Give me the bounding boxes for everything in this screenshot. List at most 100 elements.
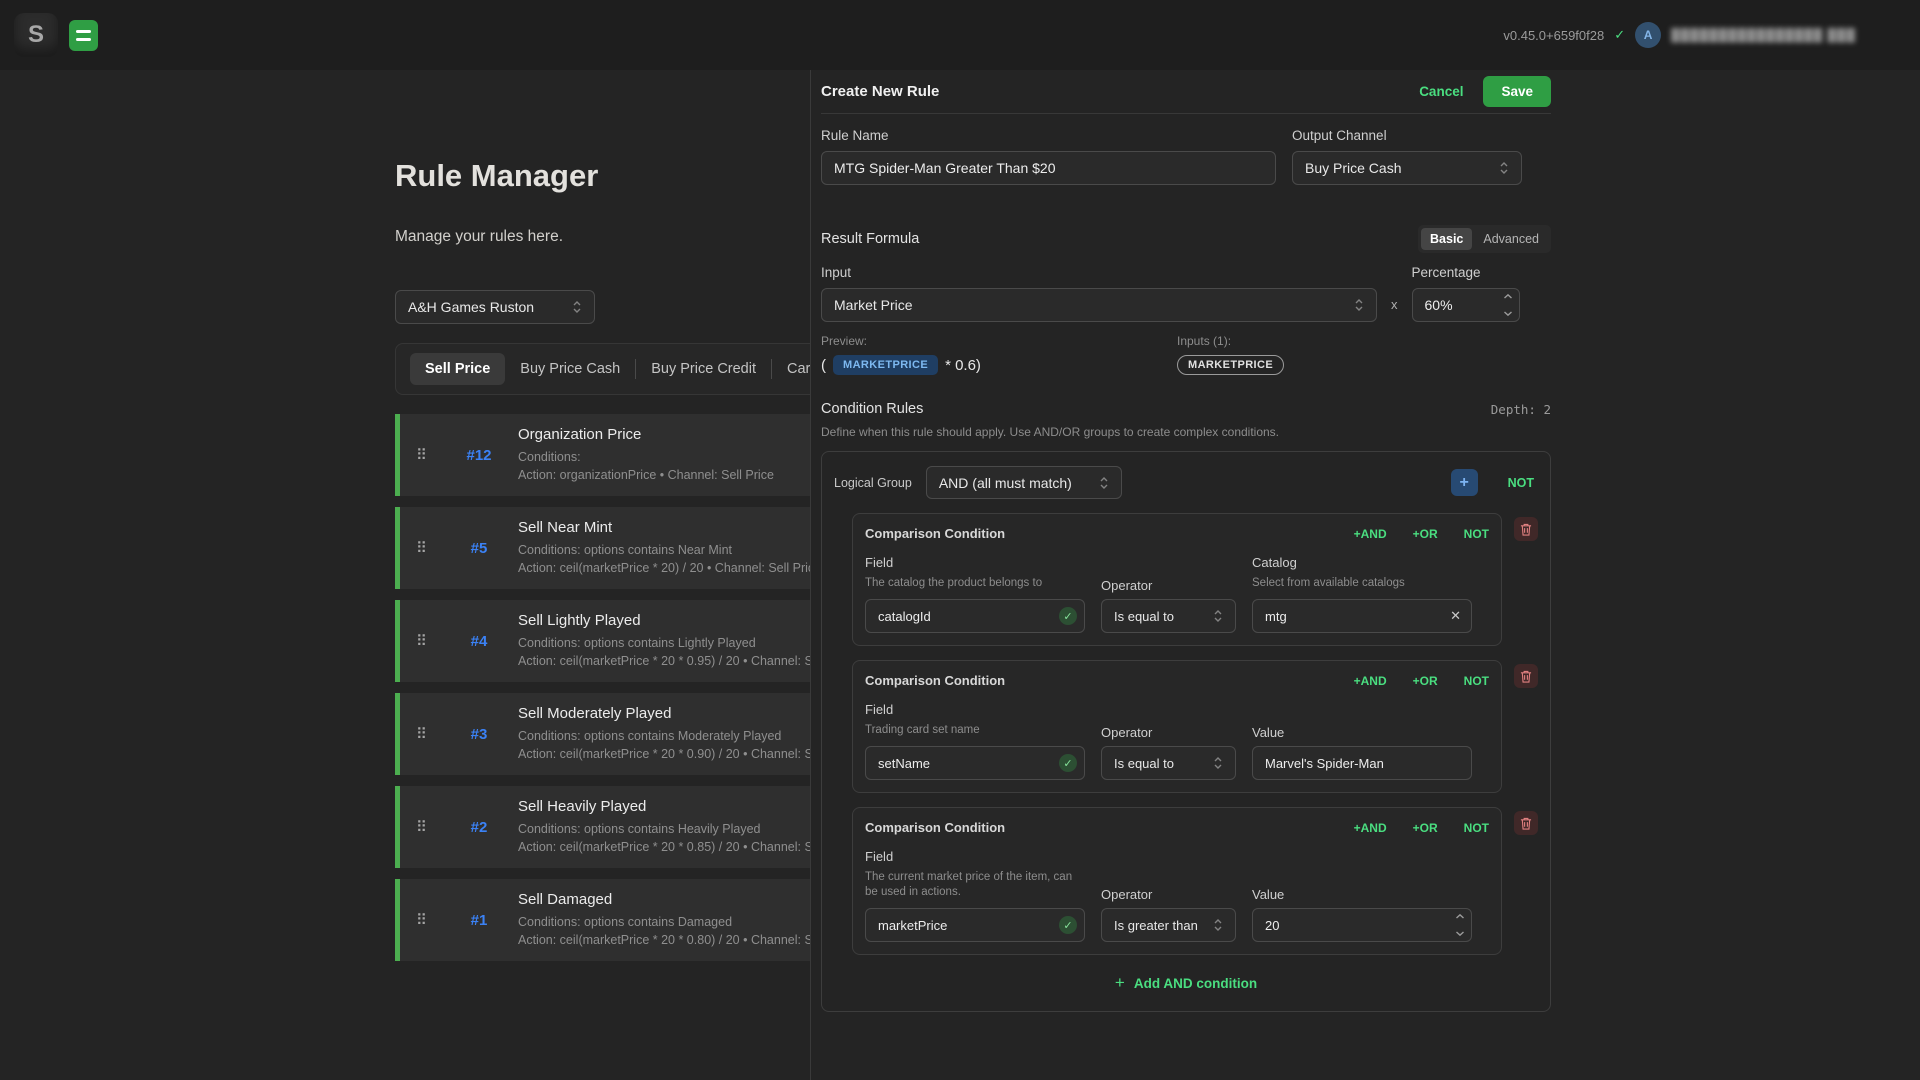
field-input[interactable] (865, 908, 1085, 942)
tab-sell-price[interactable]: Sell Price (410, 353, 505, 385)
output-channel-label: Output Channel (1292, 128, 1522, 143)
field-valid-check-icon: ✓ (1059, 754, 1077, 772)
rule-conditions: Conditions: options contains Heavily Pla… (518, 820, 810, 838)
delete-condition-button[interactable] (1514, 811, 1538, 835)
panel-title: Create New Rule (821, 83, 939, 100)
drag-handle-icon[interactable]: ⠿ (416, 911, 430, 929)
avatar[interactable]: A (1635, 22, 1661, 48)
catalog-help: Select from available catalogs (1252, 576, 1472, 591)
add-condition-button[interactable]: + (1451, 469, 1478, 496)
add-and-link[interactable]: +AND (1354, 527, 1387, 541)
chevron-updown-icon (1213, 608, 1223, 624)
add-and-link[interactable]: +AND (1354, 674, 1387, 688)
tab-card-trader-price[interactable]: Card Trader Price (772, 353, 810, 385)
rule-number: #3 (456, 726, 502, 743)
not-toggle[interactable]: NOT (1464, 527, 1489, 541)
chevron-up-icon (1503, 293, 1513, 300)
rule-card[interactable]: ⠿ #1 Sell Damaged Conditions: options co… (395, 879, 810, 961)
organization-select[interactable]: A&H Games Ruston (395, 290, 595, 324)
condition-rules-description: Define when this rule should apply. Use … (821, 425, 1551, 439)
trash-icon (1520, 816, 1532, 831)
rule-title: Sell Near Mint (518, 519, 810, 536)
logical-group-value: AND (all must match) (939, 475, 1072, 491)
not-toggle[interactable]: NOT (1464, 674, 1489, 688)
rule-number: #2 (456, 819, 502, 836)
formula-input-select[interactable]: Market Price (821, 288, 1377, 322)
delete-condition-button[interactable] (1514, 664, 1538, 688)
multiply-symbol: x (1391, 297, 1398, 322)
clear-icon[interactable]: ✕ (1450, 608, 1461, 624)
drag-handle-icon[interactable]: ⠿ (416, 446, 430, 464)
percentage-label: Percentage (1412, 265, 1520, 280)
operator-label: Operator (1101, 725, 1236, 740)
percentage-stepper[interactable] (1412, 288, 1520, 322)
user-email-redacted[interactable]: ████████████████ ███ (1671, 28, 1856, 42)
app-logo: S (14, 13, 58, 57)
rule-name-input[interactable] (821, 151, 1276, 185)
tab-buy-price-credit[interactable]: Buy Price Credit (636, 353, 771, 385)
operator-select[interactable]: Is equal to (1101, 746, 1236, 780)
rule-conditions: Conditions: options contains Near Mint (518, 541, 810, 559)
operator-select[interactable]: Is equal to (1101, 599, 1236, 633)
add-or-link[interactable]: +OR (1413, 527, 1438, 541)
topbar: S v0.45.0+659f0f28 ✓ A ████████████████ … (0, 0, 1920, 70)
catalog-input[interactable] (1252, 599, 1472, 633)
drag-handle-icon[interactable]: ⠿ (416, 725, 430, 743)
catalog-label: Catalog (1252, 555, 1472, 570)
rule-card[interactable]: ⠿ #12 Organization Price Conditions: Act… (395, 414, 810, 496)
drag-handle-icon[interactable]: ⠿ (416, 539, 430, 557)
rule-manager-panel: Rule Manager Manage your rules here. A&H… (0, 70, 810, 1080)
condition-title: Comparison Condition (865, 673, 1005, 688)
rule-card[interactable]: ⠿ #4 Sell Lightly Played Conditions: opt… (395, 600, 810, 682)
chevron-updown-icon (1099, 475, 1109, 491)
rule-action: Action: ceil(marketPrice * 20 * 0.80) / … (518, 931, 810, 949)
drag-handle-icon[interactable]: ⠿ (416, 632, 430, 650)
chevron-down-icon (1455, 930, 1465, 937)
field-help: The catalog the product belongs to (865, 576, 1085, 591)
field-input[interactable] (865, 599, 1085, 633)
delete-condition-button[interactable] (1514, 517, 1538, 541)
mode-advanced[interactable]: Advanced (1474, 228, 1548, 250)
output-channel-value: Buy Price Cash (1305, 160, 1401, 176)
add-and-condition-button[interactable]: + Add AND condition (834, 973, 1538, 993)
value-input[interactable] (1252, 908, 1472, 942)
mode-basic[interactable]: Basic (1421, 228, 1472, 250)
not-toggle[interactable]: NOT (1464, 821, 1489, 835)
operator-select[interactable]: Is greater than (1101, 908, 1236, 942)
save-button[interactable]: Save (1483, 76, 1551, 107)
rule-number: #12 (456, 447, 502, 464)
chevron-updown-icon (572, 299, 582, 315)
operator-label: Operator (1101, 887, 1236, 902)
page-subtitle: Manage your rules here. (395, 228, 810, 246)
drag-handle-icon[interactable]: ⠿ (416, 818, 430, 836)
add-and-link[interactable]: +AND (1354, 821, 1387, 835)
stepper-arrows[interactable] (1503, 293, 1513, 317)
field-input[interactable] (865, 746, 1085, 780)
rule-title: Sell Heavily Played (518, 798, 810, 815)
result-formula-label: Result Formula (821, 231, 919, 247)
rule-card[interactable]: ⠿ #2 Sell Heavily Played Conditions: opt… (395, 786, 810, 868)
stepper-arrows[interactable] (1455, 913, 1465, 937)
logical-group-select[interactable]: AND (all must match) (926, 466, 1122, 499)
output-channel-select[interactable]: Buy Price Cash (1292, 151, 1522, 185)
trash-icon (1520, 669, 1532, 684)
value-input[interactable] (1252, 746, 1472, 780)
rule-conditions: Conditions: options contains Damaged (518, 913, 810, 931)
cancel-button[interactable]: Cancel (1419, 84, 1463, 99)
avatar-letter: A (1644, 28, 1653, 42)
field-valid-check-icon: ✓ (1059, 916, 1077, 934)
group-not-toggle[interactable]: NOT (1508, 476, 1534, 490)
comparison-condition-card: Comparison Condition +AND +OR NOT Field … (852, 660, 1502, 793)
value-stepper[interactable] (1252, 908, 1472, 942)
value-label: Value (1252, 887, 1472, 902)
sidebar-toggle-button[interactable] (69, 20, 98, 51)
formula-mode-toggle: Basic Advanced (1418, 225, 1551, 253)
tab-buy-price-cash[interactable]: Buy Price Cash (505, 353, 635, 385)
rule-card[interactable]: ⠿ #3 Sell Moderately Played Conditions: … (395, 693, 810, 775)
add-or-link[interactable]: +OR (1413, 821, 1438, 835)
add-or-link[interactable]: +OR (1413, 674, 1438, 688)
rule-card[interactable]: ⠿ #5 Sell Near Mint Conditions: options … (395, 507, 810, 589)
chevron-updown-icon (1213, 755, 1223, 771)
preview-rest: * 0.6) (945, 357, 981, 374)
inputs-marketprice-token: MARKETPRICE (1177, 355, 1284, 375)
